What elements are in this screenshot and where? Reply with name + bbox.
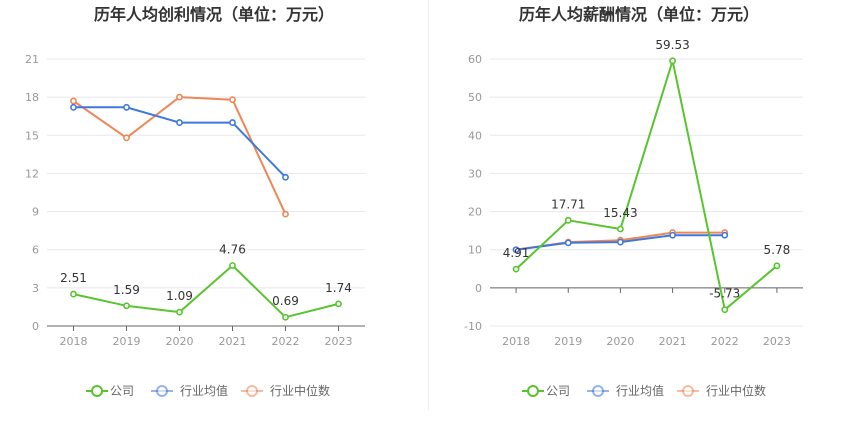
y-tick-label: 18	[25, 91, 39, 104]
y-tick-label: 0	[475, 282, 482, 295]
data-point-company	[335, 300, 342, 308]
data-label: 1.74	[325, 281, 352, 295]
x-tick-label: 2021	[219, 335, 247, 348]
x-tick-label: 2018	[502, 335, 530, 348]
x-tick-label: 2020	[606, 335, 634, 348]
legend-label: 公司	[110, 384, 134, 398]
y-tick-label: 15	[25, 129, 39, 142]
legend-marker-icon	[592, 385, 604, 397]
data-label: 4.91	[503, 246, 530, 260]
series-line-industry-avg	[73, 106, 287, 178]
data-point-industry-avg	[669, 231, 676, 239]
legend-marker-icon	[682, 385, 694, 397]
data-label: 2.51	[60, 271, 87, 285]
data-label: 0.69	[272, 294, 299, 308]
data-label: -5.73	[709, 287, 740, 301]
data-point-industry-avg	[617, 238, 624, 246]
data-point-company	[176, 308, 183, 316]
data-point-company	[773, 262, 781, 270]
x-tick-label: 2019	[113, 335, 141, 348]
chart-title: 历年人均创利情况（单位：万元）	[94, 5, 334, 24]
legend-label: 行业均值	[180, 383, 228, 398]
x-tick-label: 2023	[325, 335, 353, 348]
y-tick-label: 20	[468, 206, 482, 219]
data-label: 5.78	[764, 243, 791, 257]
x-tick-label: 2020	[166, 335, 194, 348]
data-point-company	[123, 302, 130, 310]
data-point-company	[721, 306, 729, 314]
y-tick-label: 21	[25, 53, 39, 66]
legend-label: 公司	[546, 384, 570, 398]
x-tick-label: 2021	[659, 335, 687, 348]
data-label: 59.53	[655, 38, 689, 52]
data-point-industry-median	[123, 134, 130, 142]
data-point-industry-avg	[721, 231, 729, 239]
data-point-company	[669, 57, 676, 65]
y-tick-label: 30	[468, 167, 482, 180]
x-tick-label: 2023	[763, 335, 791, 348]
data-label: 17.71	[551, 197, 585, 211]
legend-label: 行业中位数	[270, 383, 330, 398]
legend-item-company: 公司	[86, 384, 134, 398]
legend-item-industry-median: 行业中位数	[241, 383, 330, 398]
y-tick-label: 10	[468, 244, 482, 257]
y-tick-label: 40	[468, 129, 482, 142]
y-tick-label: 6	[32, 244, 39, 257]
y-tick-label: -10	[464, 320, 482, 333]
chart-1: 历年人均创利情况（单位：万元） 0 3 6 9 12 15 18 21 2018 2019 2020 2…	[25, 5, 365, 398]
x-tick-label: 2022	[272, 335, 300, 348]
data-label: 1.09	[166, 289, 193, 303]
legend-marker-icon	[527, 385, 539, 397]
legend-item-industry-avg: 行业均值	[151, 383, 228, 398]
y-tick-label: 12	[25, 167, 39, 180]
series-line-company	[73, 264, 339, 319]
panel-divider	[428, 0, 429, 410]
data-point-company	[70, 290, 77, 298]
legend-label: 行业中位数	[706, 383, 766, 398]
legend-item-company: 公司	[522, 384, 570, 398]
data-point-industry-avg	[176, 119, 183, 126]
x-tick-label: 2022	[711, 335, 739, 348]
y-tick-label: 9	[32, 206, 39, 219]
data-point-industry-avg	[229, 119, 236, 126]
data-point-industry-median	[229, 96, 236, 104]
data-point-company	[282, 313, 289, 321]
data-point-company	[512, 265, 520, 273]
data-point-industry-avg	[70, 103, 77, 111]
chart-2: 历年人均薪酬情况（单位：万元） -10 0 10 20 30 40 50 60 2018 2019 2…	[464, 5, 803, 398]
data-point-industry-median	[70, 97, 77, 105]
data-point-industry-median	[282, 210, 289, 218]
data-point-industry-avg	[123, 103, 130, 111]
data-point-industry-avg	[564, 239, 572, 247]
legend-item-industry-avg: 行业均值	[587, 383, 664, 398]
legend-marker-icon	[246, 385, 258, 397]
y-tick-label: 50	[468, 91, 482, 104]
legend-item-industry-median: 行业中位数	[677, 383, 766, 398]
data-label: 15.43	[603, 206, 637, 220]
data-point-company	[564, 216, 572, 224]
data-point-industry-avg	[282, 173, 289, 181]
x-tick-label: 2018	[60, 335, 88, 348]
legend-label: 行业均值	[616, 383, 664, 398]
chart-title: 历年人均薪酬情况（单位：万元）	[519, 5, 759, 24]
x-tick-label: 2019	[554, 335, 582, 348]
data-point-industry-median	[176, 93, 183, 101]
legend-marker-icon	[91, 385, 103, 397]
y-tick-label: 60	[468, 53, 482, 66]
data-label: 4.76	[219, 242, 246, 256]
legend-marker-icon	[156, 385, 168, 397]
data-point-industry-avg	[512, 246, 520, 254]
data-label: 1.59	[113, 283, 140, 297]
data-point-company	[229, 262, 236, 269]
data-point-company	[617, 225, 624, 233]
y-tick-label: 0	[32, 320, 39, 333]
series-line-industry-median	[72, 96, 287, 215]
y-tick-label: 3	[32, 282, 39, 295]
series-line-company	[515, 59, 778, 311]
